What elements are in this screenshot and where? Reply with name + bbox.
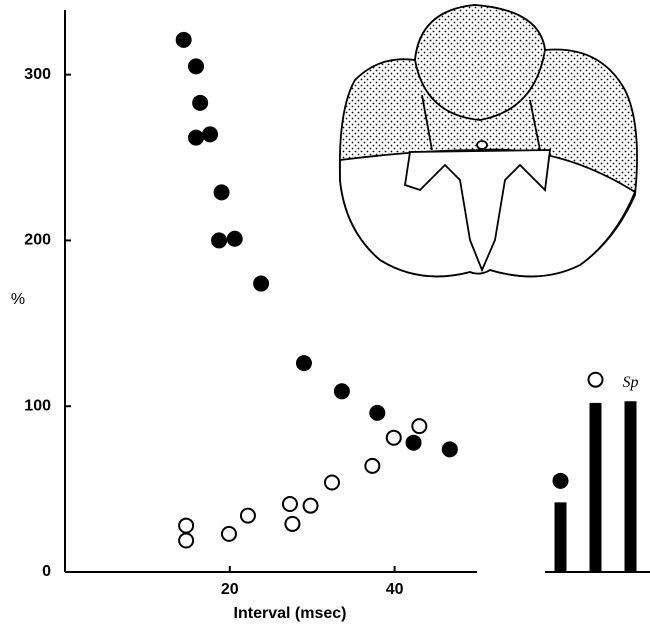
data-point bbox=[411, 418, 428, 435]
bar bbox=[624, 401, 637, 572]
data-point bbox=[284, 515, 301, 532]
annotation: Sp bbox=[623, 374, 639, 391]
data-point bbox=[175, 31, 192, 48]
x-axis-label: Interval (msec) bbox=[234, 605, 347, 622]
data-point bbox=[333, 383, 350, 400]
data-point bbox=[295, 355, 312, 372]
y-tick-label: 200 bbox=[24, 232, 51, 249]
bar bbox=[589, 402, 602, 572]
data-point bbox=[302, 497, 319, 514]
y-axis-label: % bbox=[11, 291, 25, 308]
data-point bbox=[281, 496, 298, 513]
data-point bbox=[178, 517, 195, 534]
y-tick-label: 100 bbox=[24, 397, 51, 414]
x-tick-label: 40 bbox=[386, 581, 404, 598]
data-point bbox=[385, 429, 402, 446]
data-point bbox=[202, 126, 219, 143]
bar bbox=[554, 502, 567, 572]
data-point bbox=[188, 58, 205, 75]
data-point bbox=[188, 129, 205, 146]
bar-marker bbox=[587, 371, 604, 388]
data-point bbox=[239, 507, 256, 524]
data-point bbox=[192, 94, 209, 111]
data-point bbox=[441, 441, 458, 458]
data-point bbox=[178, 532, 195, 549]
x-tick-label: 20 bbox=[221, 581, 239, 598]
data-point bbox=[369, 404, 386, 421]
data-point bbox=[323, 474, 340, 491]
data-point bbox=[364, 457, 381, 474]
data-point bbox=[253, 275, 270, 292]
bar-marker bbox=[552, 472, 569, 489]
y-tick-label: 300 bbox=[24, 66, 51, 83]
data-point bbox=[405, 434, 422, 451]
y-tick-label: 0 bbox=[42, 563, 51, 580]
data-point bbox=[220, 525, 237, 542]
data-point bbox=[226, 230, 243, 247]
spinal-cord-diagram bbox=[338, 4, 638, 278]
data-point bbox=[211, 232, 228, 249]
data-point bbox=[213, 184, 230, 201]
